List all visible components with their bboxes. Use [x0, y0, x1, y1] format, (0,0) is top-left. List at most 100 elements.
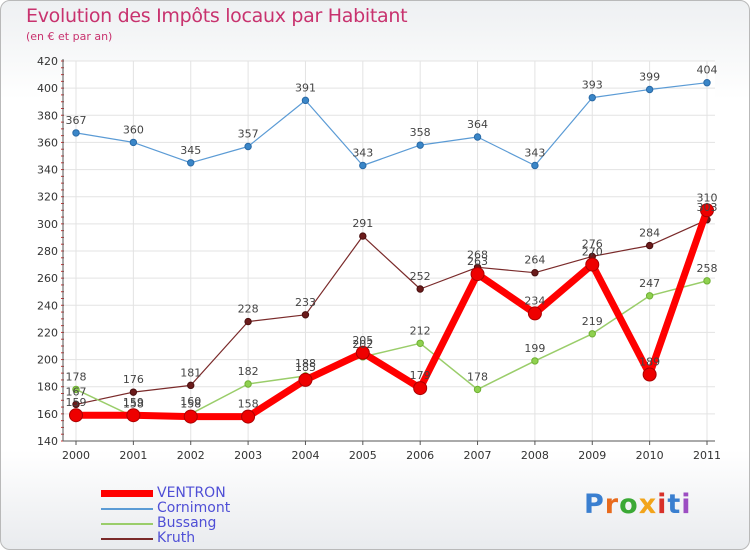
data-label-bussang: 258: [697, 262, 718, 275]
logo-letter: i: [657, 489, 668, 520]
data-point-ventron: [700, 203, 714, 218]
y-tick-label: 360: [37, 136, 58, 149]
x-tick-label: 2005: [349, 449, 377, 462]
data-label-ventron: 310: [697, 191, 718, 204]
data-point-ventron: [527, 306, 542, 321]
data-label-ventron: 179: [410, 369, 431, 382]
x-tick-label: 2007: [464, 449, 492, 462]
data-label-kruth: 268: [467, 248, 488, 261]
data-point-cornimont: [531, 161, 539, 170]
x-tick-label: 2000: [62, 449, 90, 462]
data-point-cornimont: [703, 79, 711, 87]
data-label-kruth: 303: [697, 201, 718, 214]
data-label-cornimont: 343: [352, 147, 373, 160]
x-tick-label: 2009: [578, 449, 606, 462]
x-tick-label: 2002: [177, 449, 205, 462]
grid-layer: [63, 60, 715, 442]
data-label-bussang: 212: [410, 324, 431, 337]
data-point-cornimont: [187, 159, 195, 167]
data-point-kruth: [301, 311, 310, 319]
legend-item-kruth: Kruth: [101, 531, 230, 546]
y-tick-label: 280: [37, 245, 58, 258]
data-point-cornimont: [645, 85, 654, 94]
proxiti-logo: Proxiti: [584, 489, 692, 520]
data-point-ventron: [241, 409, 256, 424]
data-label-ventron: 159: [66, 396, 87, 409]
data-point-ventron: [183, 409, 198, 424]
data-label-bussang: 247: [639, 277, 660, 290]
data-point-bussang: [244, 380, 252, 388]
data-point-kruth: [416, 285, 424, 293]
data-label-cornimont: 391: [295, 81, 316, 94]
legend: VENTRON Cornimont Bussang Kruth: [101, 486, 230, 546]
data-point-kruth: [187, 381, 195, 390]
data-label-kruth: 291: [352, 217, 373, 230]
data-label-bussang: 199: [524, 342, 545, 355]
logo-letter: i: [681, 489, 692, 520]
data-point-bussang: [72, 385, 80, 394]
y-tick-label: 180: [37, 381, 58, 394]
data-point-kruth: [72, 400, 80, 409]
y-tick-label: 140: [37, 435, 58, 448]
data-label-kruth: 228: [238, 303, 259, 316]
legend-item-cornimont: Cornimont: [101, 501, 230, 516]
x-tick-label: 2008: [521, 449, 549, 462]
y-tick-label: 220: [37, 326, 58, 339]
data-label-cornimont: 367: [66, 114, 87, 127]
data-label-ventron: 158: [180, 398, 201, 411]
data-point-kruth: [129, 388, 138, 396]
x-tick-label: 2003: [234, 449, 262, 462]
data-point-ventron: [355, 345, 370, 360]
data-label-kruth: 167: [66, 385, 87, 398]
label-layer: 3673603453573913433583643433933994041671…: [66, 64, 718, 411]
data-label-bussang: 160: [180, 395, 201, 408]
chart-subtitle: (en € et par an): [26, 30, 113, 43]
y-tick-label: 240: [37, 299, 58, 312]
data-label-bussang: 202: [352, 338, 373, 351]
data-label-bussang: 178: [66, 370, 87, 383]
data-point-bussang: [588, 330, 596, 338]
logo-letter: r: [604, 489, 620, 520]
data-point-cornimont: [473, 133, 482, 141]
legend-swatch: [101, 522, 153, 525]
axis-layer: 140 160 180 200 220 240 260 280 300 320 340 360 380 4…: [37, 55, 721, 462]
y-tick-label: 400: [37, 82, 58, 95]
y-tick-label: 300: [37, 218, 58, 231]
data-label-cornimont: 364: [467, 118, 488, 131]
data-point-bussang: [473, 385, 482, 394]
data-label-kruth: 181: [180, 366, 201, 379]
data-point-ventron: [69, 408, 83, 423]
legend-label: Cornimont: [157, 500, 231, 516]
data-label-cornimont: 345: [180, 144, 201, 157]
data-point-cornimont: [588, 93, 596, 102]
data-point-cornimont: [301, 96, 310, 105]
data-label-ventron: 189: [639, 356, 660, 369]
legend-label: VENTRON: [157, 485, 226, 501]
legend-label: Bussang: [157, 515, 217, 531]
x-tick-label: 2010: [636, 449, 664, 462]
data-point-ventron: [126, 408, 141, 423]
data-label-kruth: 276: [582, 237, 603, 250]
data-point-cornimont: [129, 138, 138, 147]
data-point-kruth: [531, 269, 539, 277]
y-tick-label: 320: [37, 191, 58, 204]
legend-item-bussang: Bussang: [101, 516, 230, 531]
data-point-bussang: [531, 357, 539, 365]
legend-label: Kruth: [157, 530, 196, 546]
data-label-bussang: 188: [295, 357, 316, 370]
data-label-kruth: 176: [123, 373, 144, 386]
data-point-ventron: [585, 257, 600, 272]
data-point-kruth: [645, 241, 654, 250]
series-layer: [69, 79, 714, 424]
y-tick-label: 420: [37, 55, 58, 68]
data-label-ventron: 159: [123, 396, 144, 409]
y-tick-label: 340: [37, 164, 58, 177]
data-label-cornimont: 357: [238, 128, 259, 141]
logo-letter: o: [619, 489, 639, 520]
data-label-bussang: 182: [238, 365, 259, 378]
x-tick-label: 2004: [291, 449, 319, 462]
data-label-kruth: 264: [524, 254, 545, 267]
data-label-kruth: 233: [295, 296, 316, 309]
data-point-bussang: [645, 292, 654, 300]
